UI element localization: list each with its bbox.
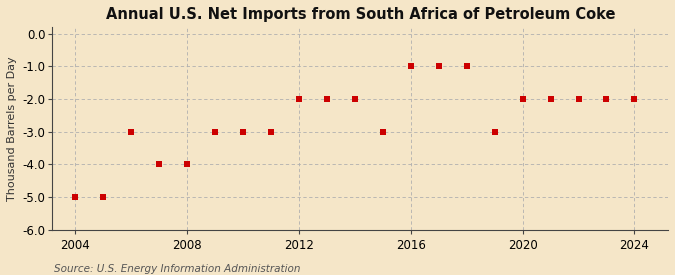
Title: Annual U.S. Net Imports from South Africa of Petroleum Coke: Annual U.S. Net Imports from South Afric… xyxy=(105,7,615,22)
Y-axis label: Thousand Barrels per Day: Thousand Barrels per Day xyxy=(7,56,17,201)
Text: Source: U.S. Energy Information Administration: Source: U.S. Energy Information Administ… xyxy=(54,264,300,274)
